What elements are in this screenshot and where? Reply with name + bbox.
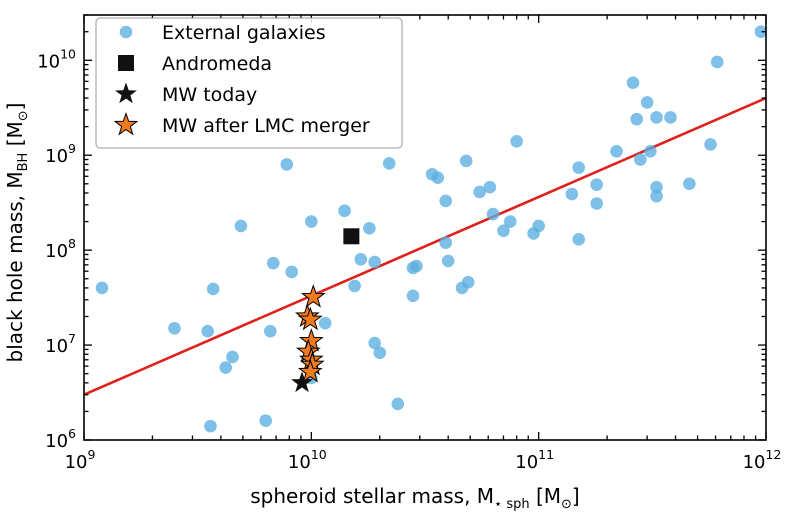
data-point-0-21 bbox=[368, 336, 382, 350]
data-point-0-57 bbox=[650, 189, 663, 203]
data-point-0-47 bbox=[590, 197, 603, 210]
legend-label: MW after LMC merger bbox=[162, 115, 370, 137]
data-point-0-15 bbox=[318, 316, 332, 330]
y-tick-label-0: 106 bbox=[45, 426, 76, 452]
x-tick-label-2: 1011 bbox=[515, 447, 554, 473]
data-point-0-9 bbox=[264, 324, 277, 338]
y-tick-label-4: 1010 bbox=[37, 46, 76, 72]
data-point-0-54 bbox=[644, 144, 657, 158]
data-point-0-40 bbox=[503, 215, 517, 228]
data-point-0-43 bbox=[532, 219, 545, 233]
data-point-0-23 bbox=[382, 157, 396, 170]
legend-marker-star bbox=[115, 82, 137, 104]
series-andromeda bbox=[343, 228, 360, 245]
x-tick-label-3: 1012 bbox=[743, 447, 782, 473]
x-tick-label-0: 109 bbox=[65, 447, 96, 473]
star-marker-3-0 bbox=[300, 284, 326, 308]
data-point-0-55 bbox=[650, 111, 663, 124]
data-point-0-7 bbox=[234, 219, 248, 233]
legend-label: Andromeda bbox=[162, 53, 272, 75]
data-point-0-24 bbox=[391, 397, 405, 411]
data-point-0-3 bbox=[204, 419, 217, 433]
data-point-0-12 bbox=[285, 265, 299, 279]
data-point-0-17 bbox=[348, 279, 361, 293]
data-point-0-41 bbox=[510, 135, 523, 148]
tick-labels: 109 1010 1011 1012 106 107 108 109 1010 bbox=[37, 46, 781, 473]
data-point-0-30 bbox=[439, 236, 453, 249]
data-point-0-46 bbox=[572, 161, 585, 174]
star-marker-3-2 bbox=[297, 306, 323, 331]
x-axis-label: spheroid stellar mass, M⋆ sph [M⊙] bbox=[250, 484, 579, 512]
data-point-0-19 bbox=[363, 221, 376, 235]
data-point-0-4 bbox=[206, 282, 220, 296]
legend-marker-star bbox=[113, 111, 139, 136]
legend-label: MW today bbox=[162, 84, 257, 106]
data-point-0-39 bbox=[497, 224, 510, 238]
data-point-0-34 bbox=[459, 154, 473, 168]
data-point-0-44 bbox=[565, 187, 579, 201]
data-point-0-53 bbox=[640, 96, 654, 109]
data-point-0-13 bbox=[305, 215, 318, 228]
data-point-0-61 bbox=[710, 55, 724, 69]
data-point-0-10 bbox=[266, 256, 280, 270]
data-point-0-5 bbox=[219, 361, 232, 374]
y-tick-label-1: 107 bbox=[45, 331, 76, 357]
data-point-0-1 bbox=[168, 322, 181, 335]
data-point-0-60 bbox=[704, 138, 717, 151]
series-mw-after-lmc-merger bbox=[294, 284, 326, 383]
data-point-0-16 bbox=[338, 204, 351, 218]
star-marker-3-3 bbox=[298, 328, 324, 352]
data-point-0-35 bbox=[461, 275, 475, 289]
y-tick-label-2: 108 bbox=[45, 236, 76, 262]
data-point-0-45 bbox=[572, 233, 585, 246]
y-axis-label: black hole mass, MBH [M⊙] bbox=[3, 103, 31, 363]
data-point-0-6 bbox=[226, 350, 239, 364]
data-point-0-11 bbox=[280, 158, 294, 171]
legend-marker-square bbox=[118, 55, 134, 71]
y-tick-label-3: 109 bbox=[45, 141, 76, 167]
data-point-0-36 bbox=[473, 185, 486, 199]
star-marker-2-0 bbox=[291, 371, 313, 393]
legend-item-3: MW after LMC merger bbox=[113, 111, 370, 137]
plot-frame bbox=[83, 14, 767, 441]
legend-marker-circle bbox=[119, 25, 133, 39]
data-point-0-51 bbox=[630, 112, 644, 126]
data-point-0-48 bbox=[590, 178, 603, 191]
data-point-0-52 bbox=[634, 153, 647, 166]
data-point-0-26 bbox=[406, 289, 420, 303]
points-layer bbox=[95, 25, 766, 433]
data-point-0-20 bbox=[368, 255, 382, 269]
data-point-0-50 bbox=[626, 76, 640, 90]
data-point-0-27 bbox=[410, 259, 423, 273]
data-point-0-22 bbox=[373, 346, 387, 360]
data-point-0-8 bbox=[259, 414, 273, 427]
legend-box bbox=[95, 17, 403, 149]
data-point-0-59 bbox=[683, 177, 696, 191]
data-point-0-37 bbox=[483, 180, 497, 194]
x-tick-label-1: 1010 bbox=[288, 447, 327, 473]
data-point-0-2 bbox=[201, 324, 214, 338]
series-external-galaxies bbox=[95, 25, 766, 433]
series-mw-today bbox=[291, 371, 313, 393]
data-point-0-56 bbox=[650, 180, 663, 194]
data-point-0-31 bbox=[439, 194, 453, 208]
legend-item-0: External galaxies bbox=[119, 22, 326, 44]
legend-item-2: MW today bbox=[115, 82, 257, 106]
star-marker-3-7 bbox=[297, 359, 323, 383]
data-point-0-18 bbox=[354, 253, 368, 266]
legend-label: External galaxies bbox=[162, 22, 326, 44]
data-point-0-49 bbox=[610, 144, 623, 158]
data-point-0-32 bbox=[441, 254, 455, 268]
data-point-0-58 bbox=[664, 111, 677, 124]
data-point-0-62 bbox=[754, 25, 766, 39]
data-point-0-0 bbox=[95, 281, 109, 295]
axis-ticks bbox=[83, 14, 767, 441]
legend: External galaxies Andromeda MW today MW aft… bbox=[95, 17, 403, 149]
legend-item-1: Andromeda bbox=[118, 53, 272, 75]
square-marker-1-0 bbox=[343, 228, 360, 245]
data-point-0-29 bbox=[431, 171, 445, 184]
data-point-0-38 bbox=[486, 207, 500, 221]
